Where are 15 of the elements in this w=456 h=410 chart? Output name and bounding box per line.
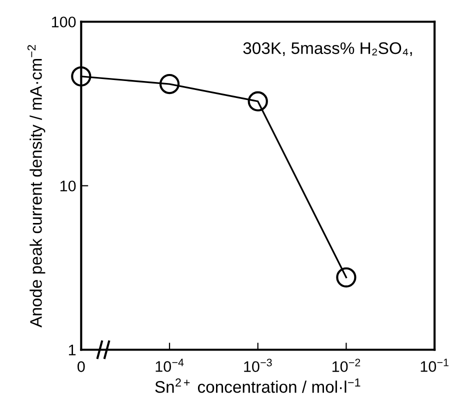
x-axis-title: Sn$^{2+}$ concentration / mol·l$^{−1}$ (155, 378, 360, 393)
y-axis-title: Anode peak current density / mA·cm$^{−2}$ (27, 45, 46, 328)
point (71, 66, 92, 86)
x-tick-label: 10$^{−3}$ (244, 358, 272, 372)
x-tick-label: 0 (78, 361, 85, 372)
annotation: 303K, 5mass% H₂SO₄, (243, 42, 412, 56)
x-tick-label: 10$^{−1}$ (420, 358, 448, 372)
x-tick-label: 10$^{−2}$ (332, 358, 360, 372)
point (159, 74, 180, 94)
point (248, 91, 268, 112)
y-tick-label: 100 (52, 16, 76, 28)
point (336, 267, 356, 288)
y-tick-label: 10 (60, 180, 76, 192)
x-tick-label: 10$^{−4}$ (156, 358, 184, 372)
y-tick-label: 1 (68, 344, 76, 356)
